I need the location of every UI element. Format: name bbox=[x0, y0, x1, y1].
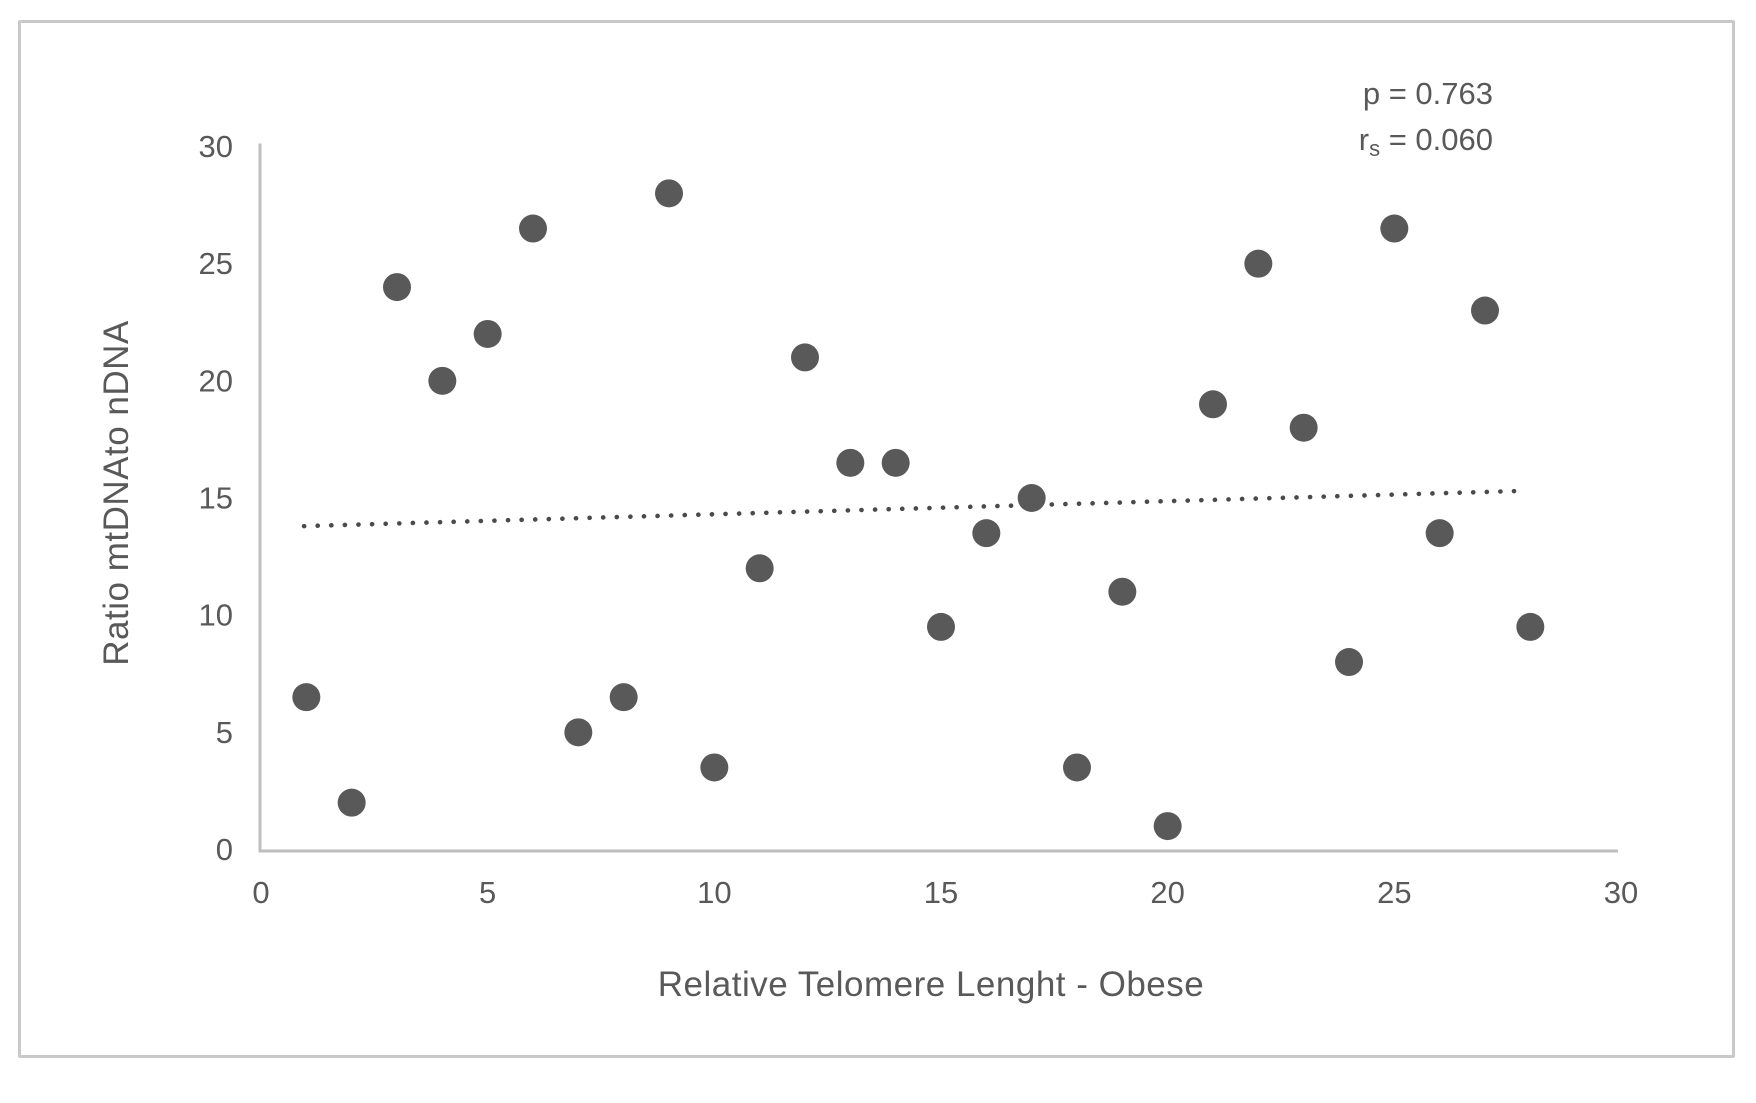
x-tick-label: 30 bbox=[1604, 875, 1638, 910]
x-tick-label: 20 bbox=[1150, 875, 1184, 910]
data-point bbox=[1017, 484, 1046, 512]
scatter-plot: 0 5 10 15 20 25 30 0 5 10 15 20 25 30 bbox=[199, 129, 1639, 910]
chart-frame: 0 5 10 15 20 25 30 0 5 10 15 20 25 30 Ratio mtDNAto n… bbox=[18, 20, 1735, 1058]
trendline bbox=[301, 488, 1522, 529]
data-point bbox=[383, 273, 411, 302]
r-value-text: rs = 0.060 bbox=[1359, 117, 1493, 172]
data-point bbox=[609, 683, 638, 712]
data-point bbox=[836, 448, 865, 477]
data-point bbox=[1289, 413, 1318, 442]
data-point bbox=[1425, 519, 1454, 548]
x-tick-label: 25 bbox=[1377, 875, 1411, 910]
y-axis-title: Ratio mtDNAto nDNA bbox=[97, 320, 136, 666]
r-subscript: s bbox=[1369, 136, 1381, 161]
data-point bbox=[1380, 214, 1409, 243]
data-point bbox=[1153, 812, 1182, 841]
data-point bbox=[791, 343, 819, 372]
data-point bbox=[564, 718, 593, 747]
y-tick-label: 25 bbox=[199, 246, 233, 281]
data-point bbox=[337, 788, 366, 817]
data-point bbox=[1471, 296, 1499, 325]
data-point bbox=[881, 448, 910, 477]
y-tick-label: 30 bbox=[199, 129, 233, 164]
data-point bbox=[1244, 249, 1273, 278]
stats-annotation: p = 0.763 rs = 0.060 bbox=[1359, 71, 1493, 172]
data-point bbox=[1063, 753, 1091, 782]
data-point bbox=[1199, 390, 1227, 419]
data-point bbox=[292, 683, 321, 712]
y-tick-label: 10 bbox=[199, 598, 233, 633]
data-point bbox=[519, 214, 547, 243]
x-tick-label: 0 bbox=[252, 875, 269, 910]
data-point bbox=[700, 753, 729, 782]
r-number: = 0.060 bbox=[1380, 122, 1493, 157]
y-tick-label: 5 bbox=[216, 715, 233, 750]
r-symbol: r bbox=[1358, 122, 1370, 157]
data-point bbox=[1516, 612, 1545, 641]
p-value-text: p = 0.763 bbox=[1362, 76, 1493, 111]
data-point bbox=[1108, 577, 1137, 606]
y-tick-label: 15 bbox=[199, 481, 233, 516]
x-axis-title: Relative Telomere Lenght - Obese bbox=[657, 965, 1205, 1004]
data-point bbox=[655, 179, 683, 208]
data-point bbox=[927, 612, 955, 641]
data-point bbox=[473, 319, 502, 348]
data-point bbox=[1335, 648, 1363, 677]
x-tick-label: 10 bbox=[697, 875, 731, 910]
data-point bbox=[428, 366, 457, 395]
y-tick-label: 0 bbox=[216, 832, 233, 867]
data-point bbox=[972, 519, 1001, 548]
y-tick-label: 20 bbox=[199, 363, 233, 398]
x-tick-label: 5 bbox=[479, 875, 496, 910]
data-point bbox=[745, 554, 774, 583]
x-tick-label: 15 bbox=[924, 875, 958, 910]
